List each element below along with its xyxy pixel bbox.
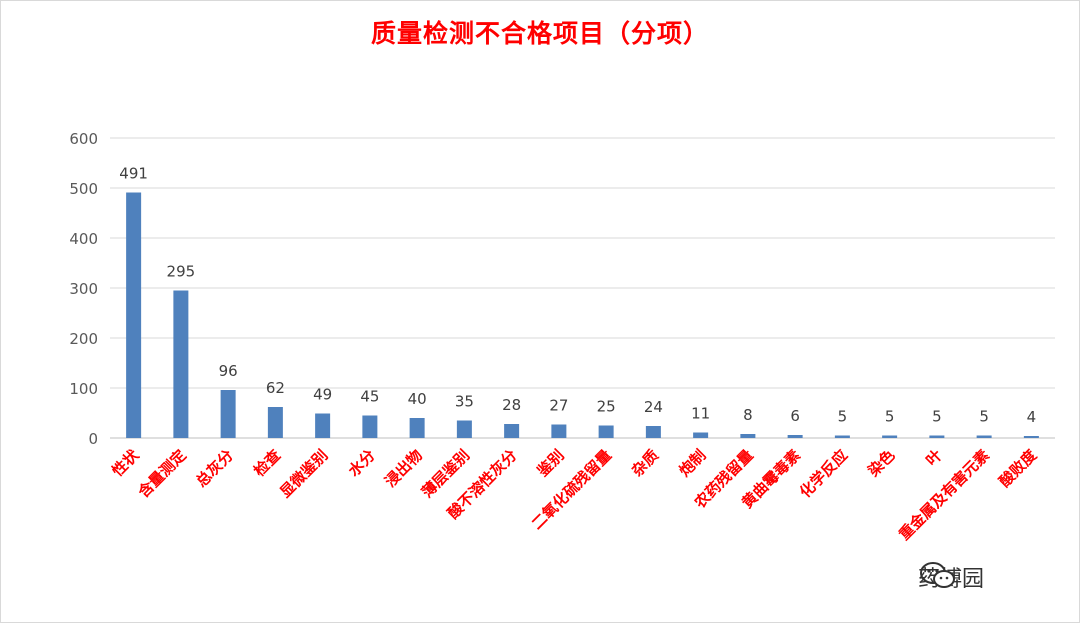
bar xyxy=(834,435,850,438)
data-label: 25 xyxy=(597,398,616,416)
y-tick-label: 600 xyxy=(69,130,98,148)
bar xyxy=(504,424,520,438)
bar xyxy=(267,407,283,438)
bar xyxy=(929,435,945,438)
x-tick-label: 炮制 xyxy=(676,446,710,480)
data-label: 5 xyxy=(885,408,895,426)
bar xyxy=(787,435,803,438)
data-label: 24 xyxy=(644,398,663,416)
data-label: 45 xyxy=(360,388,379,406)
y-tick-label: 400 xyxy=(69,230,98,248)
data-label: 5 xyxy=(979,408,989,426)
bar xyxy=(220,390,236,438)
y-tick-label: 300 xyxy=(69,280,98,298)
data-label: 5 xyxy=(838,408,848,426)
bar xyxy=(645,426,661,438)
data-label: 49 xyxy=(313,386,332,404)
x-tick-label: 水分 xyxy=(345,446,379,480)
watermark: 药博园 xyxy=(918,560,984,594)
x-tick-label: 鉴别 xyxy=(533,446,568,481)
data-label: 28 xyxy=(502,396,521,414)
data-label: 8 xyxy=(743,406,753,424)
data-label: 6 xyxy=(790,407,800,425)
bar xyxy=(598,425,614,438)
bar xyxy=(409,418,425,438)
bar xyxy=(362,415,378,438)
bar xyxy=(456,420,472,438)
data-label: 62 xyxy=(266,379,285,397)
x-tick-label: 含量测定 xyxy=(135,446,190,501)
bar xyxy=(740,434,756,438)
y-tick-label: 100 xyxy=(69,380,98,398)
data-label: 27 xyxy=(549,397,568,415)
y-tick-label: 0 xyxy=(88,430,98,448)
bar xyxy=(126,192,142,438)
x-tick-label: 叶 xyxy=(922,446,945,469)
x-tick-label: 重金属及有害元素 xyxy=(895,446,993,544)
chart-title: 质量检测不合格项目（分项） xyxy=(370,19,709,48)
x-tick-label: 化学反应 xyxy=(796,446,851,501)
wechat-icon xyxy=(920,562,955,588)
bar xyxy=(882,435,898,438)
x-tick-label: 检查 xyxy=(250,445,285,480)
bar xyxy=(315,413,331,438)
data-label: 40 xyxy=(408,390,427,408)
bar xyxy=(551,424,567,438)
bar xyxy=(693,432,709,438)
x-tick-label: 浸出物 xyxy=(381,446,426,491)
y-tick-label: 500 xyxy=(69,180,98,198)
y-tick-label: 200 xyxy=(69,330,98,348)
x-tick-label: 酸败度 xyxy=(996,445,1041,490)
x-tick-label: 染色 xyxy=(864,446,899,481)
bar xyxy=(173,290,189,438)
bar xyxy=(976,435,992,438)
data-label: 4 xyxy=(1027,408,1037,426)
x-tick-label: 显微鉴别 xyxy=(276,446,331,501)
data-label: 11 xyxy=(691,405,710,423)
data-label: 35 xyxy=(455,393,474,411)
data-label: 5 xyxy=(932,408,942,426)
bar xyxy=(1023,436,1039,438)
data-label: 491 xyxy=(119,165,148,183)
x-tick-label: 总灰分 xyxy=(192,446,237,491)
data-label: 295 xyxy=(167,263,196,281)
x-tick-label: 杂质 xyxy=(628,446,662,480)
data-label: 96 xyxy=(219,362,238,380)
x-tick-label: 性状 xyxy=(109,445,144,480)
